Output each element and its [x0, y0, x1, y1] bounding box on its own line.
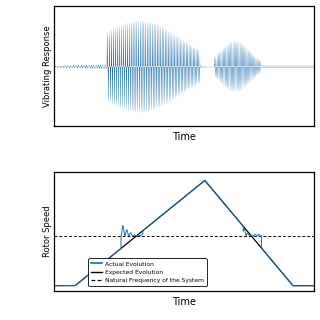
X-axis label: Time: Time: [172, 132, 196, 142]
Y-axis label: Rotor Speed: Rotor Speed: [43, 205, 52, 257]
Legend: Actual Evolution, Expected Evolution, Natural Frequency of the System: Actual Evolution, Expected Evolution, Na…: [89, 258, 207, 286]
X-axis label: Time: Time: [172, 297, 196, 307]
Y-axis label: Vibrating Response: Vibrating Response: [43, 25, 52, 107]
